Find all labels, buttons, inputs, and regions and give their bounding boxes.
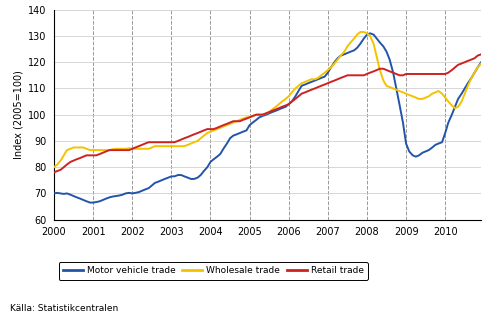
Text: Källa: Statistikcentralen: Källa: Statistikcentralen — [10, 304, 118, 313]
Y-axis label: Index (2005=100): Index (2005=100) — [14, 70, 24, 159]
Legend: Motor vehicle trade, Wholesale trade, Retail trade: Motor vehicle trade, Wholesale trade, Re… — [58, 262, 368, 280]
